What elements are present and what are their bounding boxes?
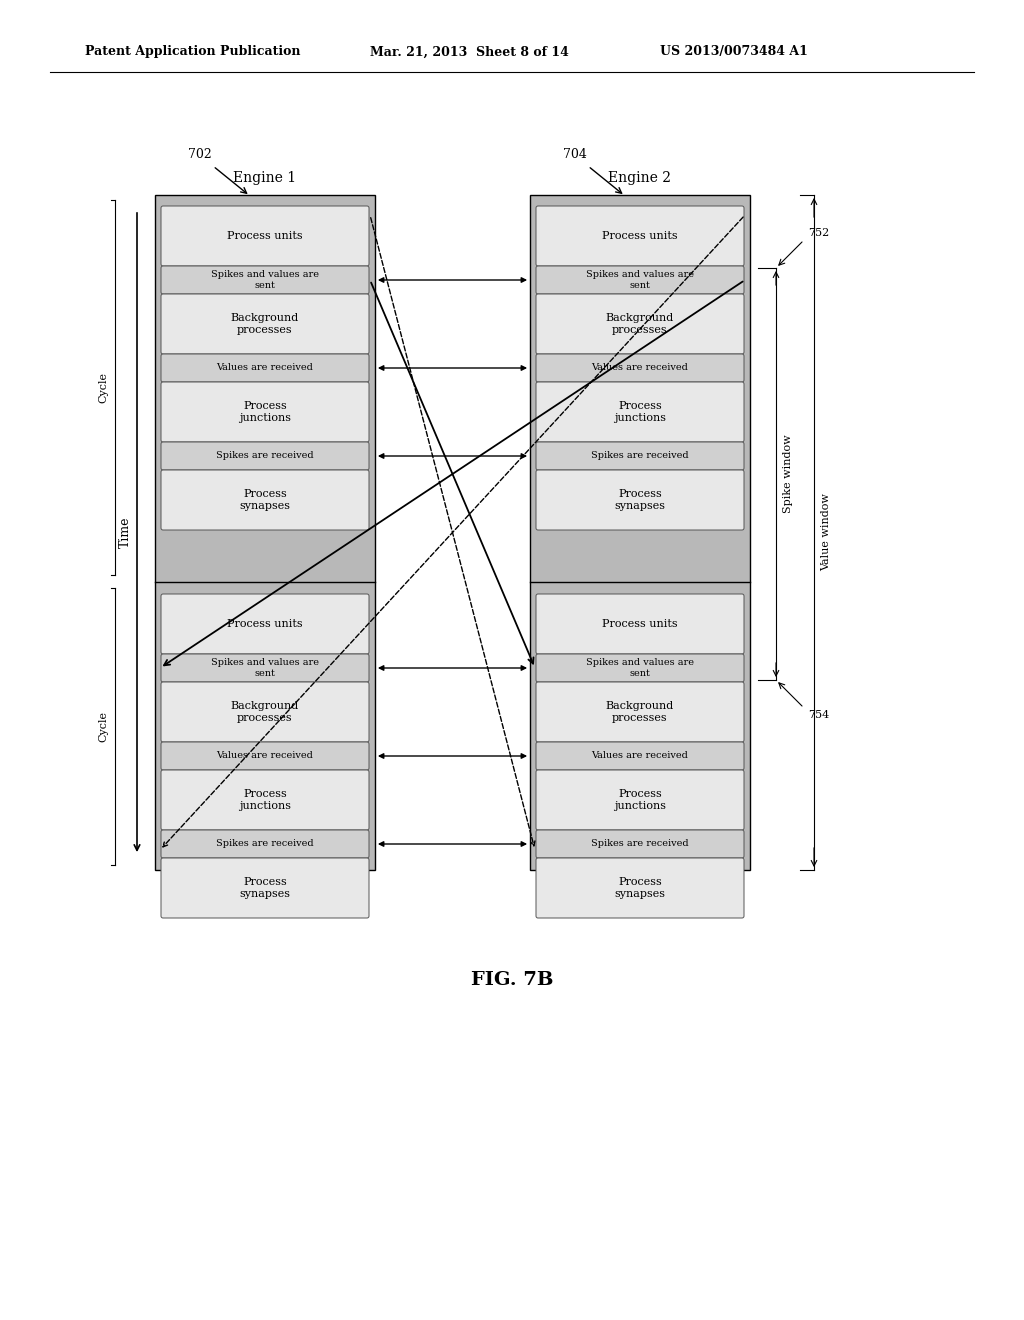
Text: Spikes are received: Spikes are received [216,451,313,461]
Text: Background
processes: Background processes [606,313,674,335]
Text: Spikes are received: Spikes are received [216,840,313,849]
Text: Process units: Process units [602,619,678,630]
Text: Background
processes: Background processes [230,701,299,723]
FancyBboxPatch shape [161,770,369,830]
FancyBboxPatch shape [536,830,744,858]
Text: Process
junctions: Process junctions [239,789,291,810]
Text: Spike window: Spike window [783,434,793,513]
Bar [530,195,750,870]
Text: Time: Time [119,516,131,548]
Text: Process units: Process units [602,231,678,242]
Text: Process units: Process units [227,619,303,630]
FancyBboxPatch shape [161,206,369,267]
Text: 704: 704 [563,149,587,161]
Text: Value window: Value window [821,494,831,572]
Text: Spikes and values are
sent: Spikes and values are sent [586,271,694,289]
FancyBboxPatch shape [536,381,744,442]
FancyBboxPatch shape [161,858,369,917]
FancyBboxPatch shape [536,354,744,381]
Text: Process
junctions: Process junctions [614,401,666,422]
Text: Background
processes: Background processes [230,313,299,335]
FancyBboxPatch shape [161,354,369,381]
Text: Engine 2: Engine 2 [608,172,672,185]
Text: 754: 754 [808,710,829,719]
FancyBboxPatch shape [536,442,744,470]
Text: Values are received: Values are received [216,363,313,372]
FancyBboxPatch shape [161,830,369,858]
FancyBboxPatch shape [161,442,369,470]
Text: Process
junctions: Process junctions [614,789,666,810]
Text: Patent Application Publication: Patent Application Publication [85,45,300,58]
Text: US 2013/0073484 A1: US 2013/0073484 A1 [660,45,808,58]
Text: Spikes are received: Spikes are received [591,840,689,849]
Text: Cycle: Cycle [98,372,108,403]
Text: 752: 752 [808,228,829,238]
FancyBboxPatch shape [536,267,744,294]
FancyBboxPatch shape [161,594,369,653]
Text: Spikes are received: Spikes are received [591,451,689,461]
FancyBboxPatch shape [161,653,369,682]
Text: Spikes and values are
sent: Spikes and values are sent [211,271,319,289]
Text: Values are received: Values are received [592,363,688,372]
Text: Spikes and values are
sent: Spikes and values are sent [586,659,694,677]
FancyBboxPatch shape [536,294,744,354]
FancyBboxPatch shape [536,206,744,267]
FancyBboxPatch shape [161,267,369,294]
FancyBboxPatch shape [536,594,744,653]
Text: Process
synapses: Process synapses [240,490,291,511]
FancyBboxPatch shape [536,653,744,682]
Text: Spikes and values are
sent: Spikes and values are sent [211,659,319,677]
FancyBboxPatch shape [161,682,369,742]
Text: Process
synapses: Process synapses [614,490,666,511]
FancyBboxPatch shape [536,742,744,770]
FancyBboxPatch shape [536,770,744,830]
Text: Process
synapses: Process synapses [614,878,666,899]
FancyBboxPatch shape [536,682,744,742]
Bar [155,195,375,870]
Text: FIG. 7B: FIG. 7B [471,972,553,989]
FancyBboxPatch shape [161,294,369,354]
Text: Engine 1: Engine 1 [233,172,297,185]
FancyBboxPatch shape [536,858,744,917]
FancyBboxPatch shape [161,742,369,770]
FancyBboxPatch shape [536,470,744,531]
Text: Mar. 21, 2013  Sheet 8 of 14: Mar. 21, 2013 Sheet 8 of 14 [370,45,569,58]
Text: Process
synapses: Process synapses [240,878,291,899]
FancyBboxPatch shape [161,470,369,531]
Text: Values are received: Values are received [216,751,313,760]
Text: Process units: Process units [227,231,303,242]
Text: Cycle: Cycle [98,711,108,742]
Text: Values are received: Values are received [592,751,688,760]
Text: Background
processes: Background processes [606,701,674,723]
FancyBboxPatch shape [161,381,369,442]
Text: Process
junctions: Process junctions [239,401,291,422]
Text: 702: 702 [188,149,212,161]
